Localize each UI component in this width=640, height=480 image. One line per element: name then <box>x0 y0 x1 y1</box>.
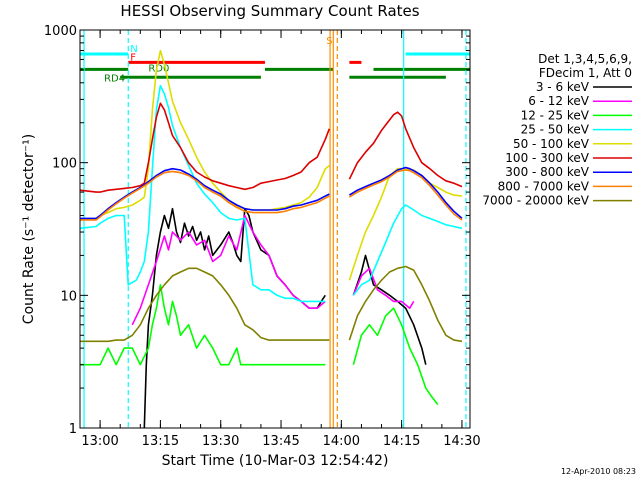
series-line-7 <box>80 169 463 221</box>
legend-entry-label: 25 - 50 keV <box>521 123 590 137</box>
x-tick-label: 13:30 <box>202 434 239 449</box>
series-line-4 <box>79 49 463 281</box>
y-axis-label: Count Rate (s⁻¹ detector⁻¹) <box>21 134 37 324</box>
flag-bars: NF RD0 RD4 S <box>80 36 470 84</box>
legend-entry-label: 12 - 25 keV <box>521 108 590 122</box>
legend-entry-label: 3 - 6 keV <box>536 80 590 94</box>
flag-label-rd4: RD4 <box>104 73 125 84</box>
series-line-6 <box>80 166 463 220</box>
legend-entry-label: 7000 - 20000 keV <box>482 194 589 208</box>
legend-entry-label: 6 - 12 keV <box>528 94 590 108</box>
y-tick-label: 1 <box>69 422 77 437</box>
x-tick-label: 13:45 <box>262 434 299 449</box>
x-tick-label: 13:15 <box>142 434 179 449</box>
series-line-0 <box>143 207 427 429</box>
series-line-1 <box>131 214 415 326</box>
legend-entry-label: 100 - 300 keV <box>505 151 589 165</box>
series-lines <box>79 49 463 429</box>
x-tick-label: 14:15 <box>383 434 420 449</box>
flag-vertical-lines <box>83 30 467 428</box>
flag-label-f: F <box>130 52 136 63</box>
legend-entry-label: 300 - 800 keV <box>505 165 589 179</box>
legend: Det 1,3,4,5,6,9, FDecim 1, Att 0 3 - 6 k… <box>482 52 632 208</box>
x-tick-label: 14:00 <box>323 434 360 449</box>
legend-entry-label: 800 - 7000 keV <box>498 179 590 193</box>
flag-label-s: S <box>326 36 332 47</box>
flag-label-rd0: RD0 <box>148 63 169 74</box>
chart-title: HESSI Observing Summary Count Rates <box>120 2 419 20</box>
y-axis: 1 10 100 1000 <box>44 24 470 437</box>
series-line-5 <box>79 102 463 193</box>
x-tick-label: 13:00 <box>81 434 118 449</box>
footer-timestamp: 12-Apr-2010 08:23 <box>561 467 636 476</box>
legend-entry-label: 50 - 100 keV <box>513 137 590 151</box>
series-line-8 <box>80 265 463 343</box>
x-tick-label: 14:30 <box>443 434 480 449</box>
y-tick-label: 10 <box>60 289 77 304</box>
series-line-3 <box>79 84 463 303</box>
y-tick-label: 100 <box>52 157 77 172</box>
x-axis: 13:00 13:15 13:30 13:45 14:00 14:15 14:30 <box>79 30 481 449</box>
flag-label-n: N <box>130 44 137 55</box>
x-axis-label: Start Time (10-Mar-03 12:54:42) <box>162 453 389 469</box>
plot-frame <box>79 29 471 429</box>
y-tick-label: 1000 <box>44 24 77 39</box>
legend-header-line-1: Det 1,3,4,5,6,9, <box>538 52 632 66</box>
series-line-2 <box>80 284 439 406</box>
legend-header-line-2: FDecim 1, Att 0 <box>539 66 632 80</box>
